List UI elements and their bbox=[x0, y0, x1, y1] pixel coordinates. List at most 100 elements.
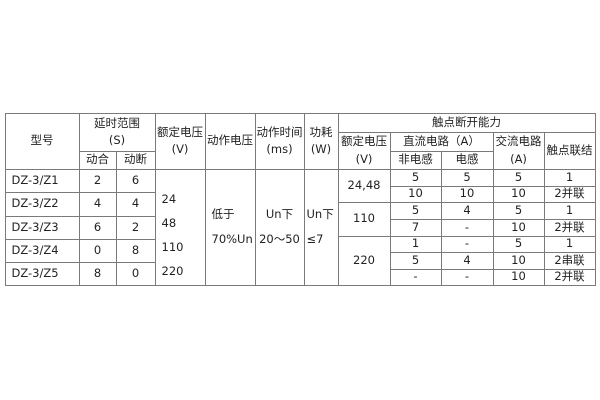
contact-connection-cell: 2串联 bbox=[543, 251, 596, 270]
contact-ac-value: 10 bbox=[511, 252, 526, 267]
break-text: 4 bbox=[131, 196, 140, 211]
header-ac-circuit-text: 交流电路 bbox=[495, 134, 542, 149]
contact-connection-cell: 2并联 bbox=[543, 218, 596, 237]
contact-inductive-value: - bbox=[464, 269, 470, 284]
header-contact-capacity: 触点断开能力 bbox=[337, 112, 596, 133]
contact-connection-value: 2串联 bbox=[554, 252, 585, 267]
contact-inductive-value: 4 bbox=[463, 202, 471, 217]
contact-inductive-cell: - bbox=[440, 218, 494, 237]
model-text: DZ-3/Z1 bbox=[11, 172, 59, 187]
contact-ac-value: 10 bbox=[511, 269, 526, 284]
header-break: 动断 bbox=[115, 150, 156, 170]
model-cell: DZ-3/Z3 bbox=[4, 215, 80, 240]
power-line: Un下 bbox=[306, 206, 334, 221]
contact-ac-cell: 5 bbox=[492, 201, 545, 220]
make-cell: 2 bbox=[78, 168, 117, 193]
operating-voltage-line: 低于 bbox=[211, 206, 235, 221]
header-operating-time-unit: (ms) bbox=[266, 142, 293, 156]
contact-non-inductive-value: 10 bbox=[408, 186, 423, 201]
contact-voltage-cell: 24,48 bbox=[337, 168, 391, 203]
make-text: 0 bbox=[93, 242, 102, 257]
contact-ac-cell: 10 bbox=[492, 185, 545, 203]
header-model: 型号 bbox=[4, 112, 80, 170]
power-cell: Un下 ≤7 bbox=[303, 168, 339, 286]
make-text: 4 bbox=[93, 196, 102, 211]
contact-connection-value: 2并联 bbox=[554, 219, 585, 234]
break-text: 8 bbox=[131, 242, 140, 257]
header-contact-connection-text: 触点联结 bbox=[546, 142, 593, 157]
make-cell: 0 bbox=[78, 238, 117, 263]
contact-ac-cell: 10 bbox=[492, 268, 545, 286]
contact-non-inductive-value: 5 bbox=[411, 202, 420, 217]
contact-voltage-text: 220 bbox=[353, 252, 375, 267]
header-make: 动合 bbox=[78, 150, 117, 170]
contact-connection-cell: 1 bbox=[543, 235, 596, 253]
contact-connection-cell: 2并联 bbox=[543, 268, 596, 286]
header-operating-time: 动作时间 (ms) bbox=[254, 112, 305, 170]
break-cell: 0 bbox=[115, 261, 156, 286]
header-operating-voltage-text: 动作电压 bbox=[207, 133, 253, 148]
model-cell: DZ-3/Z2 bbox=[4, 191, 80, 217]
header-power-unit: (W) bbox=[310, 142, 332, 156]
contact-connection-cell: 2并联 bbox=[543, 185, 596, 203]
break-text: 0 bbox=[131, 265, 140, 280]
contact-connection-value: 1 bbox=[565, 169, 574, 184]
header-inductive: 电感 bbox=[440, 150, 494, 170]
power-line: ≤7 bbox=[306, 232, 324, 246]
contact-voltage-text: 24,48 bbox=[347, 177, 381, 192]
header-rated-voltage-text: 额定电压 bbox=[157, 124, 203, 139]
contact-ac-value: 5 bbox=[514, 236, 523, 251]
rated-voltage-value: 48 bbox=[161, 215, 177, 230]
contact-connection-value: 1 bbox=[565, 202, 574, 217]
header-operating-time-text: 动作时间 bbox=[256, 124, 303, 139]
contact-inductive-value: 4 bbox=[463, 252, 471, 267]
contact-non-inductive-cell: 10 bbox=[389, 185, 442, 203]
model-text: DZ-3/Z3 bbox=[11, 219, 59, 234]
rated-voltage-value: 24 bbox=[161, 191, 177, 206]
contact-non-inductive-cell: 5 bbox=[389, 168, 442, 187]
header-power-text: 功耗 bbox=[309, 124, 333, 139]
operating-time-cell: Un下 20～50 bbox=[254, 168, 305, 286]
contact-voltage-cell: 110 bbox=[337, 201, 391, 237]
contact-ac-value: 10 bbox=[511, 186, 526, 201]
contact-non-inductive-value: 5 bbox=[411, 252, 420, 267]
make-text: 6 bbox=[93, 219, 102, 234]
header-make-text: 动合 bbox=[86, 152, 109, 167]
header-ac-unit: (A) bbox=[510, 151, 527, 166]
header-rated-voltage: 额定电压 (V) bbox=[154, 112, 206, 170]
header-dc-circuit: 直流电路（A） bbox=[389, 131, 494, 152]
contact-voltage-cell: 220 bbox=[337, 235, 391, 286]
make-text: 8 bbox=[93, 265, 102, 280]
contact-non-inductive-value: 5 bbox=[411, 169, 420, 184]
header-ac-circuit: 交流电路 (A) bbox=[492, 131, 545, 170]
contact-non-inductive-cell: 7 bbox=[389, 218, 442, 237]
contact-inductive-cell: 4 bbox=[440, 201, 494, 220]
contact-inductive-value: - bbox=[464, 219, 470, 234]
contact-connection-cell: 1 bbox=[543, 168, 596, 187]
model-text: DZ-3/Z4 bbox=[11, 242, 59, 257]
rated-voltage-value: 110 bbox=[161, 239, 184, 254]
contact-inductive-cell: 5 bbox=[440, 168, 494, 187]
contact-non-inductive-cell: 5 bbox=[389, 201, 442, 220]
contact-ac-value: 5 bbox=[514, 202, 523, 217]
operating-voltage-line: 70%Un bbox=[211, 232, 253, 246]
contact-non-inductive-value: 1 bbox=[411, 236, 420, 251]
header-non-inductive-text: 非电感 bbox=[398, 152, 433, 167]
make-cell: 8 bbox=[78, 261, 117, 286]
contact-voltage-text: 110 bbox=[353, 211, 375, 226]
contact-non-inductive-cell: 1 bbox=[389, 235, 442, 253]
header-delay-unit: (S) bbox=[108, 133, 126, 147]
header-contact-rated-voltage-text: 额定电压 bbox=[341, 134, 387, 149]
break-text: 6 bbox=[131, 172, 140, 187]
header-operating-voltage: 动作电压 bbox=[204, 112, 256, 170]
contact-non-inductive-value: - bbox=[413, 269, 418, 284]
operating-time-line: 20～50 bbox=[259, 232, 300, 246]
contact-connection-value: 2并联 bbox=[554, 269, 585, 284]
header-contact-rated-voltage-unit: (V) bbox=[355, 151, 373, 166]
model-text: DZ-3/Z2 bbox=[11, 196, 59, 211]
contact-inductive-value: 10 bbox=[459, 186, 475, 201]
make-text: 2 bbox=[93, 172, 102, 187]
header-power: 功耗 (W) bbox=[303, 112, 339, 170]
model-cell: DZ-3/Z5 bbox=[4, 261, 80, 286]
make-cell: 6 bbox=[78, 215, 117, 240]
